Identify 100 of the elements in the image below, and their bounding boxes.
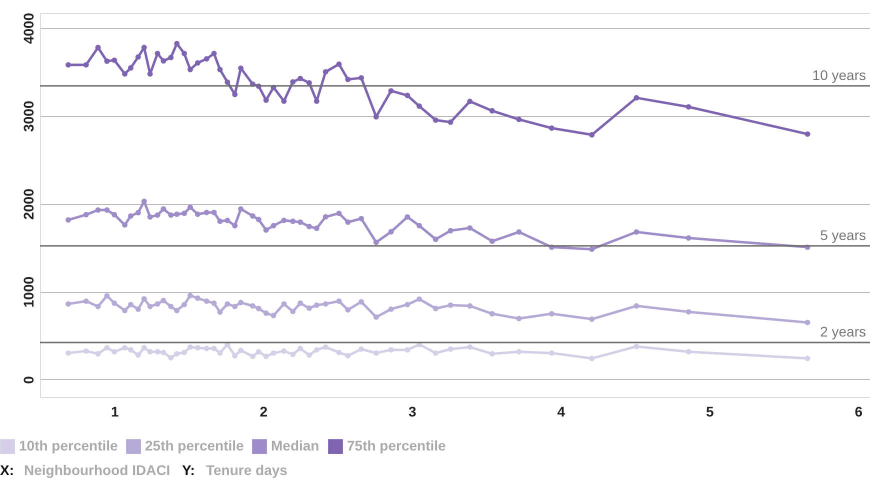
point <box>345 76 351 82</box>
point <box>358 299 364 305</box>
point <box>135 54 141 60</box>
point <box>232 222 238 228</box>
point <box>345 307 351 313</box>
point <box>416 103 422 109</box>
point <box>281 98 287 104</box>
point <box>154 301 160 307</box>
point <box>388 347 394 353</box>
point <box>250 303 256 309</box>
point <box>448 346 454 352</box>
point <box>66 301 71 307</box>
point <box>314 226 320 232</box>
point <box>804 356 810 362</box>
point <box>122 345 128 351</box>
point <box>404 214 410 220</box>
point <box>112 300 118 306</box>
point <box>548 311 554 317</box>
x-tick-label: 4 <box>557 404 566 420</box>
point <box>432 306 438 312</box>
point <box>290 79 296 85</box>
point <box>217 309 223 315</box>
point <box>194 345 200 351</box>
legend-label: 10th percentile <box>19 438 118 454</box>
point <box>373 240 379 246</box>
point <box>174 351 180 356</box>
point <box>95 304 101 310</box>
point <box>217 66 223 72</box>
point <box>168 304 174 310</box>
point <box>489 311 495 317</box>
point <box>160 350 166 356</box>
point <box>256 306 262 312</box>
point <box>141 44 147 50</box>
point <box>358 346 364 352</box>
x-tick-label: 6 <box>854 404 863 420</box>
point <box>298 346 304 352</box>
point <box>290 218 296 224</box>
legend-label: Median <box>271 438 320 454</box>
point <box>204 298 210 304</box>
point <box>211 210 217 216</box>
point <box>204 346 210 352</box>
point <box>154 349 160 354</box>
x-tick-label: 1 <box>110 404 119 420</box>
point <box>104 293 110 299</box>
point <box>217 218 223 224</box>
point <box>804 131 810 137</box>
ref-line-label: 2 years <box>820 324 866 340</box>
point <box>804 320 810 326</box>
point <box>306 352 312 358</box>
point <box>83 62 89 68</box>
point <box>281 301 287 307</box>
point <box>589 132 595 138</box>
x-tick-label: 2 <box>260 404 268 420</box>
point <box>211 50 217 56</box>
point <box>270 222 276 228</box>
point <box>467 344 473 350</box>
point <box>238 206 244 212</box>
point <box>122 71 128 77</box>
point <box>112 349 118 354</box>
point <box>122 308 128 314</box>
point <box>154 212 160 218</box>
point <box>112 212 118 218</box>
point <box>516 229 522 235</box>
point <box>270 312 276 318</box>
point <box>135 306 141 312</box>
point <box>589 316 595 322</box>
point <box>168 354 174 360</box>
point <box>467 303 473 309</box>
point <box>388 88 394 94</box>
legend-label: 75th percentile <box>347 438 446 454</box>
point <box>373 350 379 356</box>
point <box>404 92 410 98</box>
point <box>135 210 141 216</box>
point <box>147 71 153 77</box>
point <box>224 301 230 307</box>
point <box>322 214 328 220</box>
point <box>238 300 244 306</box>
point <box>336 298 342 304</box>
point <box>224 218 230 224</box>
point <box>112 57 118 63</box>
point <box>128 347 134 353</box>
point <box>187 204 193 210</box>
point <box>238 348 244 354</box>
point <box>298 300 304 306</box>
point <box>128 213 134 219</box>
point <box>416 296 422 302</box>
point <box>66 62 71 68</box>
point <box>516 316 522 322</box>
point <box>432 350 438 356</box>
point <box>83 298 89 304</box>
point <box>336 350 342 356</box>
ref-line-label: 10 years <box>812 66 866 83</box>
point <box>174 308 180 314</box>
ref-line-label: 5 years <box>820 226 866 243</box>
point <box>516 116 522 122</box>
point <box>336 210 342 216</box>
point <box>135 352 141 358</box>
point <box>66 217 71 223</box>
point <box>238 65 244 71</box>
point <box>174 40 180 46</box>
